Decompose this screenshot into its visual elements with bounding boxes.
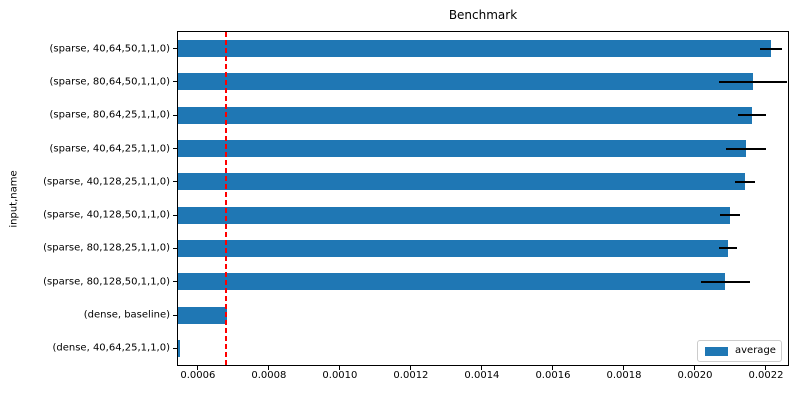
x-tick-mark — [481, 366, 483, 370]
x-tick-label: 0.0016 — [535, 370, 571, 381]
error-bar — [700, 280, 750, 283]
y-tick-label: (sparse, 80,128,50,1,1,0) — [43, 276, 170, 288]
y-tick-mark — [173, 81, 177, 83]
bar — [178, 273, 726, 291]
y-tick-mark — [173, 114, 177, 116]
bar — [178, 206, 730, 224]
y-tick-mark — [173, 314, 177, 316]
x-tick-mark — [552, 366, 554, 370]
y-tick-mark — [173, 281, 177, 283]
x-tick-label: 0.0010 — [322, 370, 358, 381]
y-tick-label: (dense, baseline) — [83, 309, 170, 321]
legend-label-average: average — [735, 345, 776, 356]
x-tick-label: 0.0018 — [606, 370, 642, 381]
y-tick-label: (sparse, 40,128,25,1,1,0) — [43, 176, 170, 188]
x-tick-mark — [765, 366, 767, 370]
y-tick-label: (sparse, 80,128,25,1,1,0) — [43, 242, 170, 254]
x-tick-label: 0.0022 — [748, 370, 784, 381]
bar — [178, 73, 754, 91]
error-bar — [737, 114, 766, 117]
y-tick-mark — [173, 148, 177, 150]
error-bar — [725, 147, 766, 150]
y-tick-label: (sparse, 40,64,25,1,1,0) — [49, 143, 170, 155]
x-tick-label: 0.0020 — [677, 370, 713, 381]
x-tick-mark — [268, 366, 270, 370]
y-tick-mark — [173, 347, 177, 349]
x-tick-label: 0.0006 — [180, 370, 216, 381]
bar — [178, 40, 771, 58]
bar — [178, 239, 728, 257]
x-tick-label: 0.0012 — [393, 370, 429, 381]
y-tick-mark — [173, 214, 177, 216]
plot-clip-region — [178, 32, 788, 365]
y-tick-mark — [173, 247, 177, 249]
x-tick-mark — [339, 366, 341, 370]
reference-line — [225, 32, 228, 365]
y-tick-label: (sparse, 40,128,50,1,1,0) — [43, 209, 170, 221]
bar — [178, 106, 752, 124]
y-tick-label: (sparse, 80,64,25,1,1,0) — [49, 109, 170, 121]
bar — [178, 339, 181, 357]
x-tick-label: 0.0008 — [251, 370, 287, 381]
y-tick-label: (dense, 40,64,25,1,1,0) — [52, 342, 170, 354]
x-tick-mark — [410, 366, 412, 370]
error-bar — [718, 247, 738, 250]
x-tick-mark — [694, 366, 696, 370]
error-bar — [734, 180, 755, 183]
chart-title: Benchmark — [448, 8, 518, 22]
bar — [178, 173, 745, 191]
x-tick-mark — [623, 366, 625, 370]
y-tick-mark — [173, 48, 177, 50]
bar — [178, 140, 746, 158]
y-tick-label: (sparse, 80,64,50,1,1,0) — [49, 76, 170, 88]
legend-swatch-average — [705, 346, 728, 356]
y-tick-label: (sparse, 40,64,50,1,1,0) — [49, 43, 170, 55]
x-tick-mark — [197, 366, 199, 370]
plot-area — [177, 31, 789, 366]
legend: average — [697, 340, 782, 362]
x-tick-label: 0.0014 — [464, 370, 500, 381]
y-tick-mark — [173, 181, 177, 183]
error-bar — [719, 80, 788, 83]
bar — [178, 306, 227, 324]
error-bar — [759, 47, 782, 50]
error-bar — [719, 214, 740, 217]
